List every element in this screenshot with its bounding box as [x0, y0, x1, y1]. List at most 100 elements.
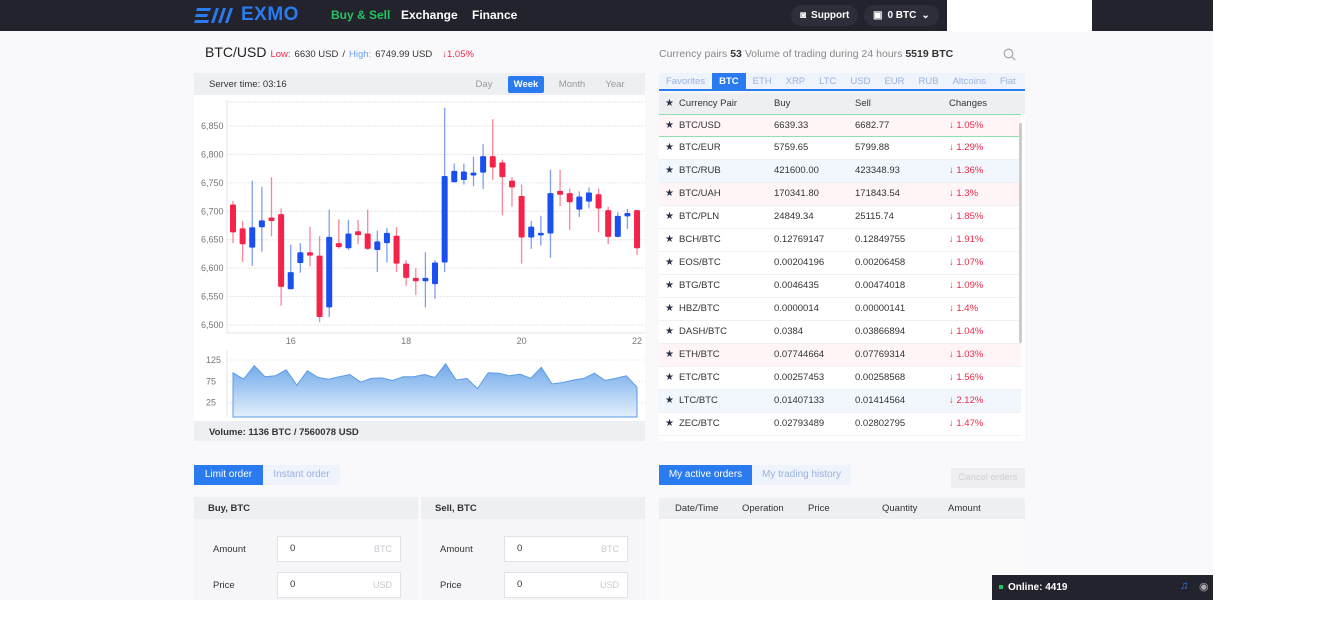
market-row[interactable]: ★ ETH/BTC 0.07744664 0.07769314 ↓ 1.03% [659, 344, 1021, 367]
candle-up [258, 220, 265, 228]
buy-amount-label: Amount [213, 544, 246, 555]
price-tick-label: 6,500 [201, 320, 224, 330]
buy-price: 0.12769147 [774, 234, 825, 245]
market-row[interactable]: ★ BTC/PLN 24849.34 25115.74 ↓ 1.85% [659, 206, 1021, 229]
value: 0 [290, 543, 296, 554]
market-tab-usd[interactable]: USD [850, 76, 871, 87]
timeframe-month[interactable]: Month [558, 79, 586, 90]
market-tab-btc[interactable]: BTC [712, 73, 746, 89]
star-icon[interactable]: ★ [665, 120, 674, 131]
candle-up [297, 252, 304, 264]
star-icon[interactable]: ★ [665, 257, 674, 268]
change: ↓ 1.09% [949, 280, 984, 291]
x-tick-label: 16 [286, 336, 296, 346]
sell-price: 0.01414564 [855, 395, 906, 406]
buy-amount-input[interactable]: 0 BTC [277, 536, 401, 562]
change: ↓ 1.3% [949, 188, 979, 199]
star-icon[interactable]: ★ [665, 372, 674, 383]
market-row[interactable]: ★ BTC/RUB 421600.00 423348.93 ↓ 1.36% [659, 160, 1021, 183]
candle-up [383, 232, 390, 244]
col-quantity: Quantity [882, 503, 918, 514]
support-button[interactable]: ◙ Support [791, 5, 859, 26]
online-dot-icon [999, 585, 1003, 589]
market-tab-eur[interactable]: EUR [884, 76, 905, 87]
col-changes: Changes [949, 98, 988, 109]
buy-price: 0.02793489 [774, 418, 825, 429]
volume-value: 5519 BTC [905, 48, 954, 60]
nav-buy-sell[interactable]: Buy & Sell [331, 8, 391, 22]
tab-trading-history[interactable]: My trading history [752, 465, 851, 485]
market-tab-ltc[interactable]: LTC [819, 76, 837, 87]
market-row[interactable]: ★ HBZ/BTC 0.0000014 0.00000141 ↓ 1.4% [659, 298, 1021, 321]
buy-price: 170341.80 [774, 188, 819, 199]
sell-amount-label: Amount [440, 544, 473, 555]
change: ↓ 1.4% [949, 303, 979, 314]
volume-area [232, 362, 638, 418]
wallet-balance: 0 BTC [887, 10, 917, 21]
market-tab-rub[interactable]: RUB [918, 76, 939, 87]
tab-limit-order[interactable]: Limit order [194, 465, 263, 485]
market-row[interactable]: ★ BTC/EUR 5759.65 5799.88 ↓ 1.29% [659, 137, 1021, 160]
buy-title: Buy, BTC [208, 503, 251, 514]
star-icon[interactable]: ★ [665, 234, 674, 245]
wallet-dropdown[interactable]: ▣ 0 BTC ⌄ [864, 5, 939, 26]
tab-instant-order[interactable]: Instant order [263, 465, 340, 485]
volume-tick-label: 75 [206, 376, 216, 386]
market-tab-favorites[interactable]: Favorites [666, 76, 706, 87]
star-icon[interactable]: ★ [665, 418, 674, 429]
search-icon[interactable] [1003, 48, 1016, 61]
pairs-label: Currency pairs [659, 48, 728, 60]
market-row[interactable]: ★ BTG/BTC 0.0046435 0.00474018 ↓ 1.09% [659, 275, 1021, 298]
star-icon[interactable]: ★ [665, 303, 674, 314]
nav-exchange[interactable]: Exchange [401, 8, 458, 22]
star-icon[interactable]: ★ [665, 326, 674, 337]
star-icon[interactable]: ★ [665, 142, 674, 153]
logo[interactable]: EXMO [194, 4, 299, 26]
pair: DASH/BTC [679, 326, 728, 337]
candle-down [364, 233, 371, 249]
buy-price-input[interactable]: 0 USD [277, 572, 401, 598]
bell-icon[interactable]: ♫ [1180, 580, 1189, 592]
market-row[interactable]: ★ BTC/UAH 170341.80 171843.54 ↓ 1.3% [659, 183, 1021, 206]
x-tick-label: 18 [401, 336, 411, 346]
tab-active-orders[interactable]: My active orders [659, 465, 752, 485]
scrollbar[interactable] [1019, 123, 1022, 343]
market-row[interactable]: ★ LTC/BTC 0.01407133 0.01414564 ↓ 2.12% [659, 390, 1021, 413]
market-row[interactable]: ★ EOS/BTC 0.00204196 0.00206458 ↓ 1.07% [659, 252, 1021, 275]
star-icon[interactable]: ★ [665, 349, 674, 360]
col-price: Price [808, 503, 830, 514]
star-icon[interactable]: ★ [665, 188, 674, 199]
nav-finance[interactable]: Finance [472, 8, 518, 22]
sell-header [421, 497, 645, 519]
candle-down [355, 231, 362, 236]
star-icon[interactable]: ★ [665, 395, 674, 406]
settings-icon[interactable]: ◉ [1199, 581, 1209, 593]
sell-price-input[interactable]: 0 USD [504, 572, 628, 598]
market-tab-eth[interactable]: ETH [752, 76, 772, 87]
change: ↓ 1.29% [949, 142, 984, 153]
candle-down [335, 243, 342, 248]
buy-price: 0.00257453 [774, 372, 825, 383]
sell-amount-input[interactable]: 0 BTC [504, 536, 628, 562]
market-tab-altcoins[interactable]: Altcoins [952, 76, 986, 87]
market-tab-xrp[interactable]: XRP [785, 76, 806, 87]
cancel-orders-button[interactable]: Cancel orders [951, 468, 1025, 488]
candle-up [528, 226, 535, 238]
market-row[interactable]: ★ DASH/BTC 0.0384 0.03866894 ↓ 1.04% [659, 321, 1021, 344]
star-icon[interactable]: ★ [665, 165, 674, 176]
timeframe-day[interactable]: Day [475, 79, 493, 90]
star-icon[interactable]: ★ [665, 211, 674, 222]
timeframe-week[interactable]: Week [508, 76, 544, 93]
market-row[interactable]: ★ BTC/USD 6639.33 6682.77 ↓ 1.05% [659, 114, 1021, 137]
market-row[interactable]: ★ BCH/BTC 0.12769147 0.12849755 ↓ 1.91% [659, 229, 1021, 252]
market-tab-fiat[interactable]: Fiat [999, 76, 1016, 87]
timeframe-year[interactable]: Year [605, 79, 625, 90]
market-row[interactable]: ★ ZEC/BTC 0.02793489 0.02802795 ↓ 1.47% [659, 413, 1021, 436]
market-row[interactable]: ★ ETC/BTC 0.00257453 0.00258568 ↓ 1.56% [659, 367, 1021, 390]
price-chart[interactable]: 6,850 6,800 6,750 6,700 6,650 6,600 6,550 6,500… [194, 95, 645, 420]
candle-up [432, 262, 439, 285]
candle-up [422, 277, 429, 282]
star-icon[interactable]: ★ [665, 280, 674, 291]
sell-price: 25115.74 [855, 211, 894, 222]
sell-price: 5799.88 [855, 142, 890, 153]
